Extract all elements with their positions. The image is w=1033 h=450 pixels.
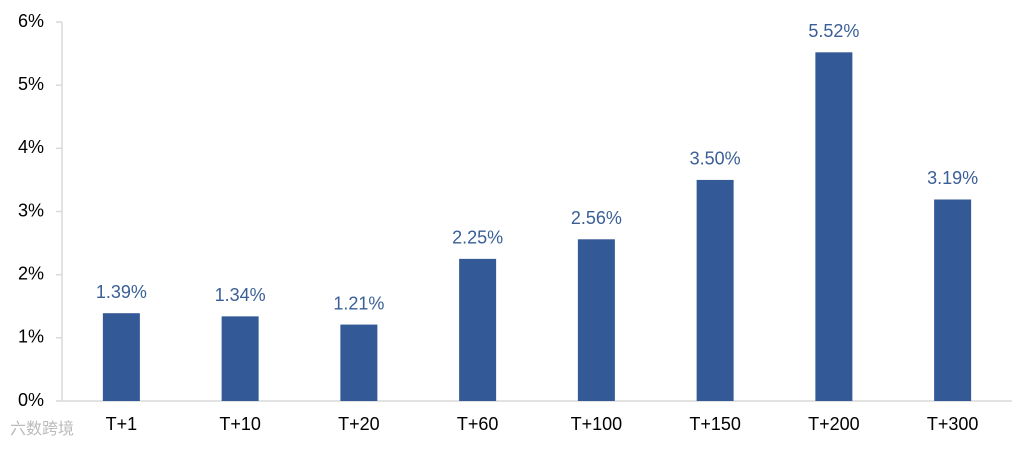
value-label: 1.34% [215, 285, 266, 305]
x-tick-label: T+150 [689, 414, 741, 434]
y-tick-label: 5% [18, 74, 44, 94]
y-tick-label: 0% [18, 390, 44, 410]
x-tick-label: T+1 [106, 414, 138, 434]
bar [221, 316, 259, 401]
value-label: 1.21% [333, 293, 384, 313]
bar [340, 324, 378, 401]
value-label: 3.19% [927, 168, 978, 188]
x-tick-label: T+20 [338, 414, 380, 434]
bar [459, 258, 497, 401]
bar [102, 313, 140, 401]
value-label: 3.50% [690, 149, 741, 169]
bar [815, 52, 853, 401]
bar [577, 239, 615, 401]
value-label: 5.52% [808, 21, 859, 41]
value-label: 1.39% [96, 282, 147, 302]
y-tick-label: 6% [18, 11, 44, 31]
x-tick-label: T+60 [457, 414, 499, 434]
y-tick-label: 2% [18, 263, 44, 283]
x-tick-label: T+300 [927, 414, 979, 434]
y-tick-label: 1% [18, 327, 44, 347]
x-tick-label: T+100 [571, 414, 623, 434]
x-tick-label: T+10 [219, 414, 261, 434]
value-label: 2.56% [571, 208, 622, 228]
y-tick-label: 3% [18, 200, 44, 220]
value-label: 2.25% [452, 228, 503, 248]
bar [696, 179, 734, 401]
x-tick-label: T+200 [808, 414, 860, 434]
y-tick-label: 4% [18, 137, 44, 157]
watermark: 六数跨境 [10, 419, 74, 438]
bar [934, 199, 972, 401]
